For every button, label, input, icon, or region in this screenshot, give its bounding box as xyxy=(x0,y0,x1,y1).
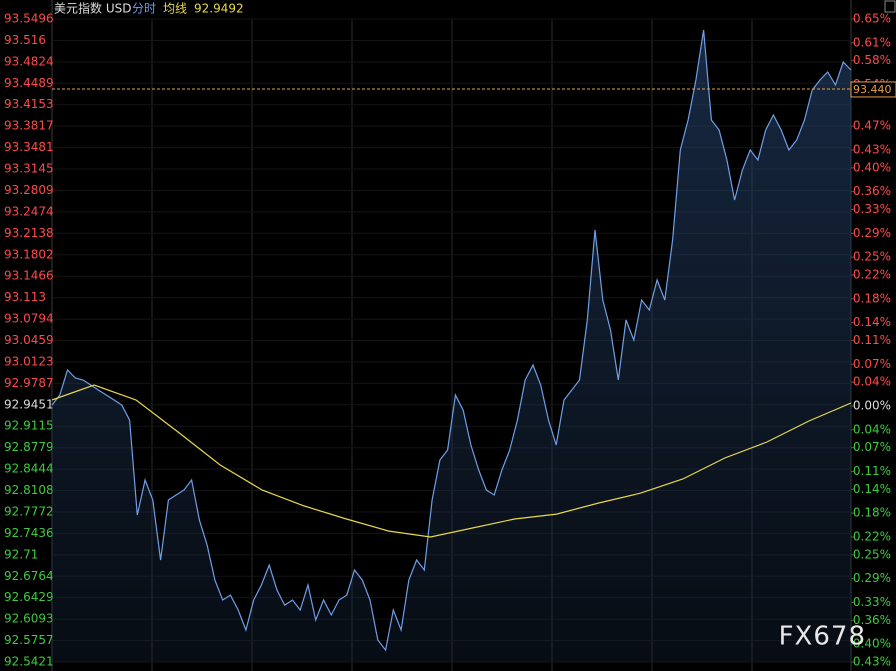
y2-tick-label: 0.40% xyxy=(853,637,891,651)
y-tick-label: 92.5421 xyxy=(4,655,54,669)
y2-tick-label: 0.04% xyxy=(853,422,891,436)
y2-tick-label: 0.22% xyxy=(853,268,891,282)
y2-tick-label: 0.40% xyxy=(853,160,891,174)
y-tick-label: 92.8779 xyxy=(4,440,54,454)
y2-tick-label: 0.29% xyxy=(853,226,891,240)
y2-tick-label: 0.33% xyxy=(853,202,891,216)
y-tick-label: 92.5757 xyxy=(4,633,54,647)
y2-tick-label: 0.11% xyxy=(853,464,891,478)
y2-tick-label: 0.07% xyxy=(853,357,891,371)
last-price-box xyxy=(850,81,896,98)
header-name: 美元指数 USD xyxy=(54,1,131,16)
y-tick-label: 93.1466 xyxy=(4,269,54,283)
y-tick-label: 93.3481 xyxy=(4,140,54,154)
y2-tick-label: 0.11% xyxy=(853,333,891,347)
y-tick-label: 93.0459 xyxy=(4,333,54,347)
watermark: FX678 xyxy=(779,622,866,652)
y-tick-label: 93.5496 xyxy=(4,12,54,26)
y-tick-label: 92.6429 xyxy=(4,590,54,604)
price-line xyxy=(51,29,852,652)
y-tick-label: 92.6764 xyxy=(4,569,54,583)
price-area xyxy=(52,30,851,662)
y2-tick-label: 0.25% xyxy=(853,250,891,264)
y2-tick-label: 0.04% xyxy=(853,375,891,389)
y-tick-label: 92.8444 xyxy=(4,462,54,476)
y2-tick-label: 0.25% xyxy=(853,547,891,561)
y-tick-label: 93.2474 xyxy=(4,204,54,218)
y-tick-label: 93.0794 xyxy=(4,312,54,326)
y-tick-label: 93.4153 xyxy=(4,97,54,111)
y2-tick-label: 0.36% xyxy=(853,184,891,198)
y2-tick-label: 0.00% xyxy=(853,398,891,412)
y2-tick-label: 0.18% xyxy=(853,506,891,520)
y2-tick-label: 0.36% xyxy=(853,613,891,627)
y-tick-label: 92.8108 xyxy=(4,483,54,497)
y-tick-label: 93.113 xyxy=(4,290,46,304)
y2-tick-label: 0.18% xyxy=(853,291,891,305)
y-tick-label: 93.2138 xyxy=(4,226,54,240)
y2-tick-label: 0.61% xyxy=(853,35,891,49)
y-tick-label: 92.7436 xyxy=(4,526,54,540)
header-avg-label: 均线 xyxy=(163,2,187,16)
y-tick-label: 93.3817 xyxy=(4,119,54,133)
y-tick-label: 92.71 xyxy=(4,547,38,561)
y2-tick-label: 0.43% xyxy=(853,142,891,156)
y2-tick-label: 0.47% xyxy=(853,119,891,133)
y-tick-label: 93.0123 xyxy=(4,354,54,368)
y-tick-label: 93.1802 xyxy=(4,247,54,261)
y-tick-label: 92.7772 xyxy=(4,504,54,518)
y-tick-label: 92.9451 xyxy=(4,397,54,411)
last-price-label: 93.440 xyxy=(853,83,892,96)
y2-tick-label: 0.65% xyxy=(853,12,891,26)
y-tick-label: 92.9787 xyxy=(4,376,54,390)
y-tick-label: 92.9115 xyxy=(4,419,54,433)
average-line xyxy=(51,384,852,538)
y-tick-label: 93.4824 xyxy=(4,54,54,68)
y2-tick-label: 0.07% xyxy=(853,440,891,454)
y2-tick-label: 0.14% xyxy=(853,482,891,496)
y2-tick-label: 0.43% xyxy=(853,655,891,669)
header-avg-value: 92.9492 xyxy=(194,2,244,16)
y-tick-label: 92.6093 xyxy=(4,612,54,626)
y-tick-label: 93.2809 xyxy=(4,183,54,197)
y2-tick-label: 0.14% xyxy=(853,315,891,329)
header-mode: 分时 xyxy=(132,2,156,16)
y-tick-label: 93.3145 xyxy=(4,162,54,176)
y2-tick-label: 0.58% xyxy=(853,53,891,67)
y2-tick-label: 0.29% xyxy=(853,571,891,585)
y2-tick-label: 0.33% xyxy=(853,595,891,609)
y-tick-label: 93.516 xyxy=(4,33,46,47)
corner-icon[interactable] xyxy=(884,0,896,13)
y2-tick-label: 0.22% xyxy=(853,529,891,543)
y-tick-label: 93.4489 xyxy=(4,76,54,90)
